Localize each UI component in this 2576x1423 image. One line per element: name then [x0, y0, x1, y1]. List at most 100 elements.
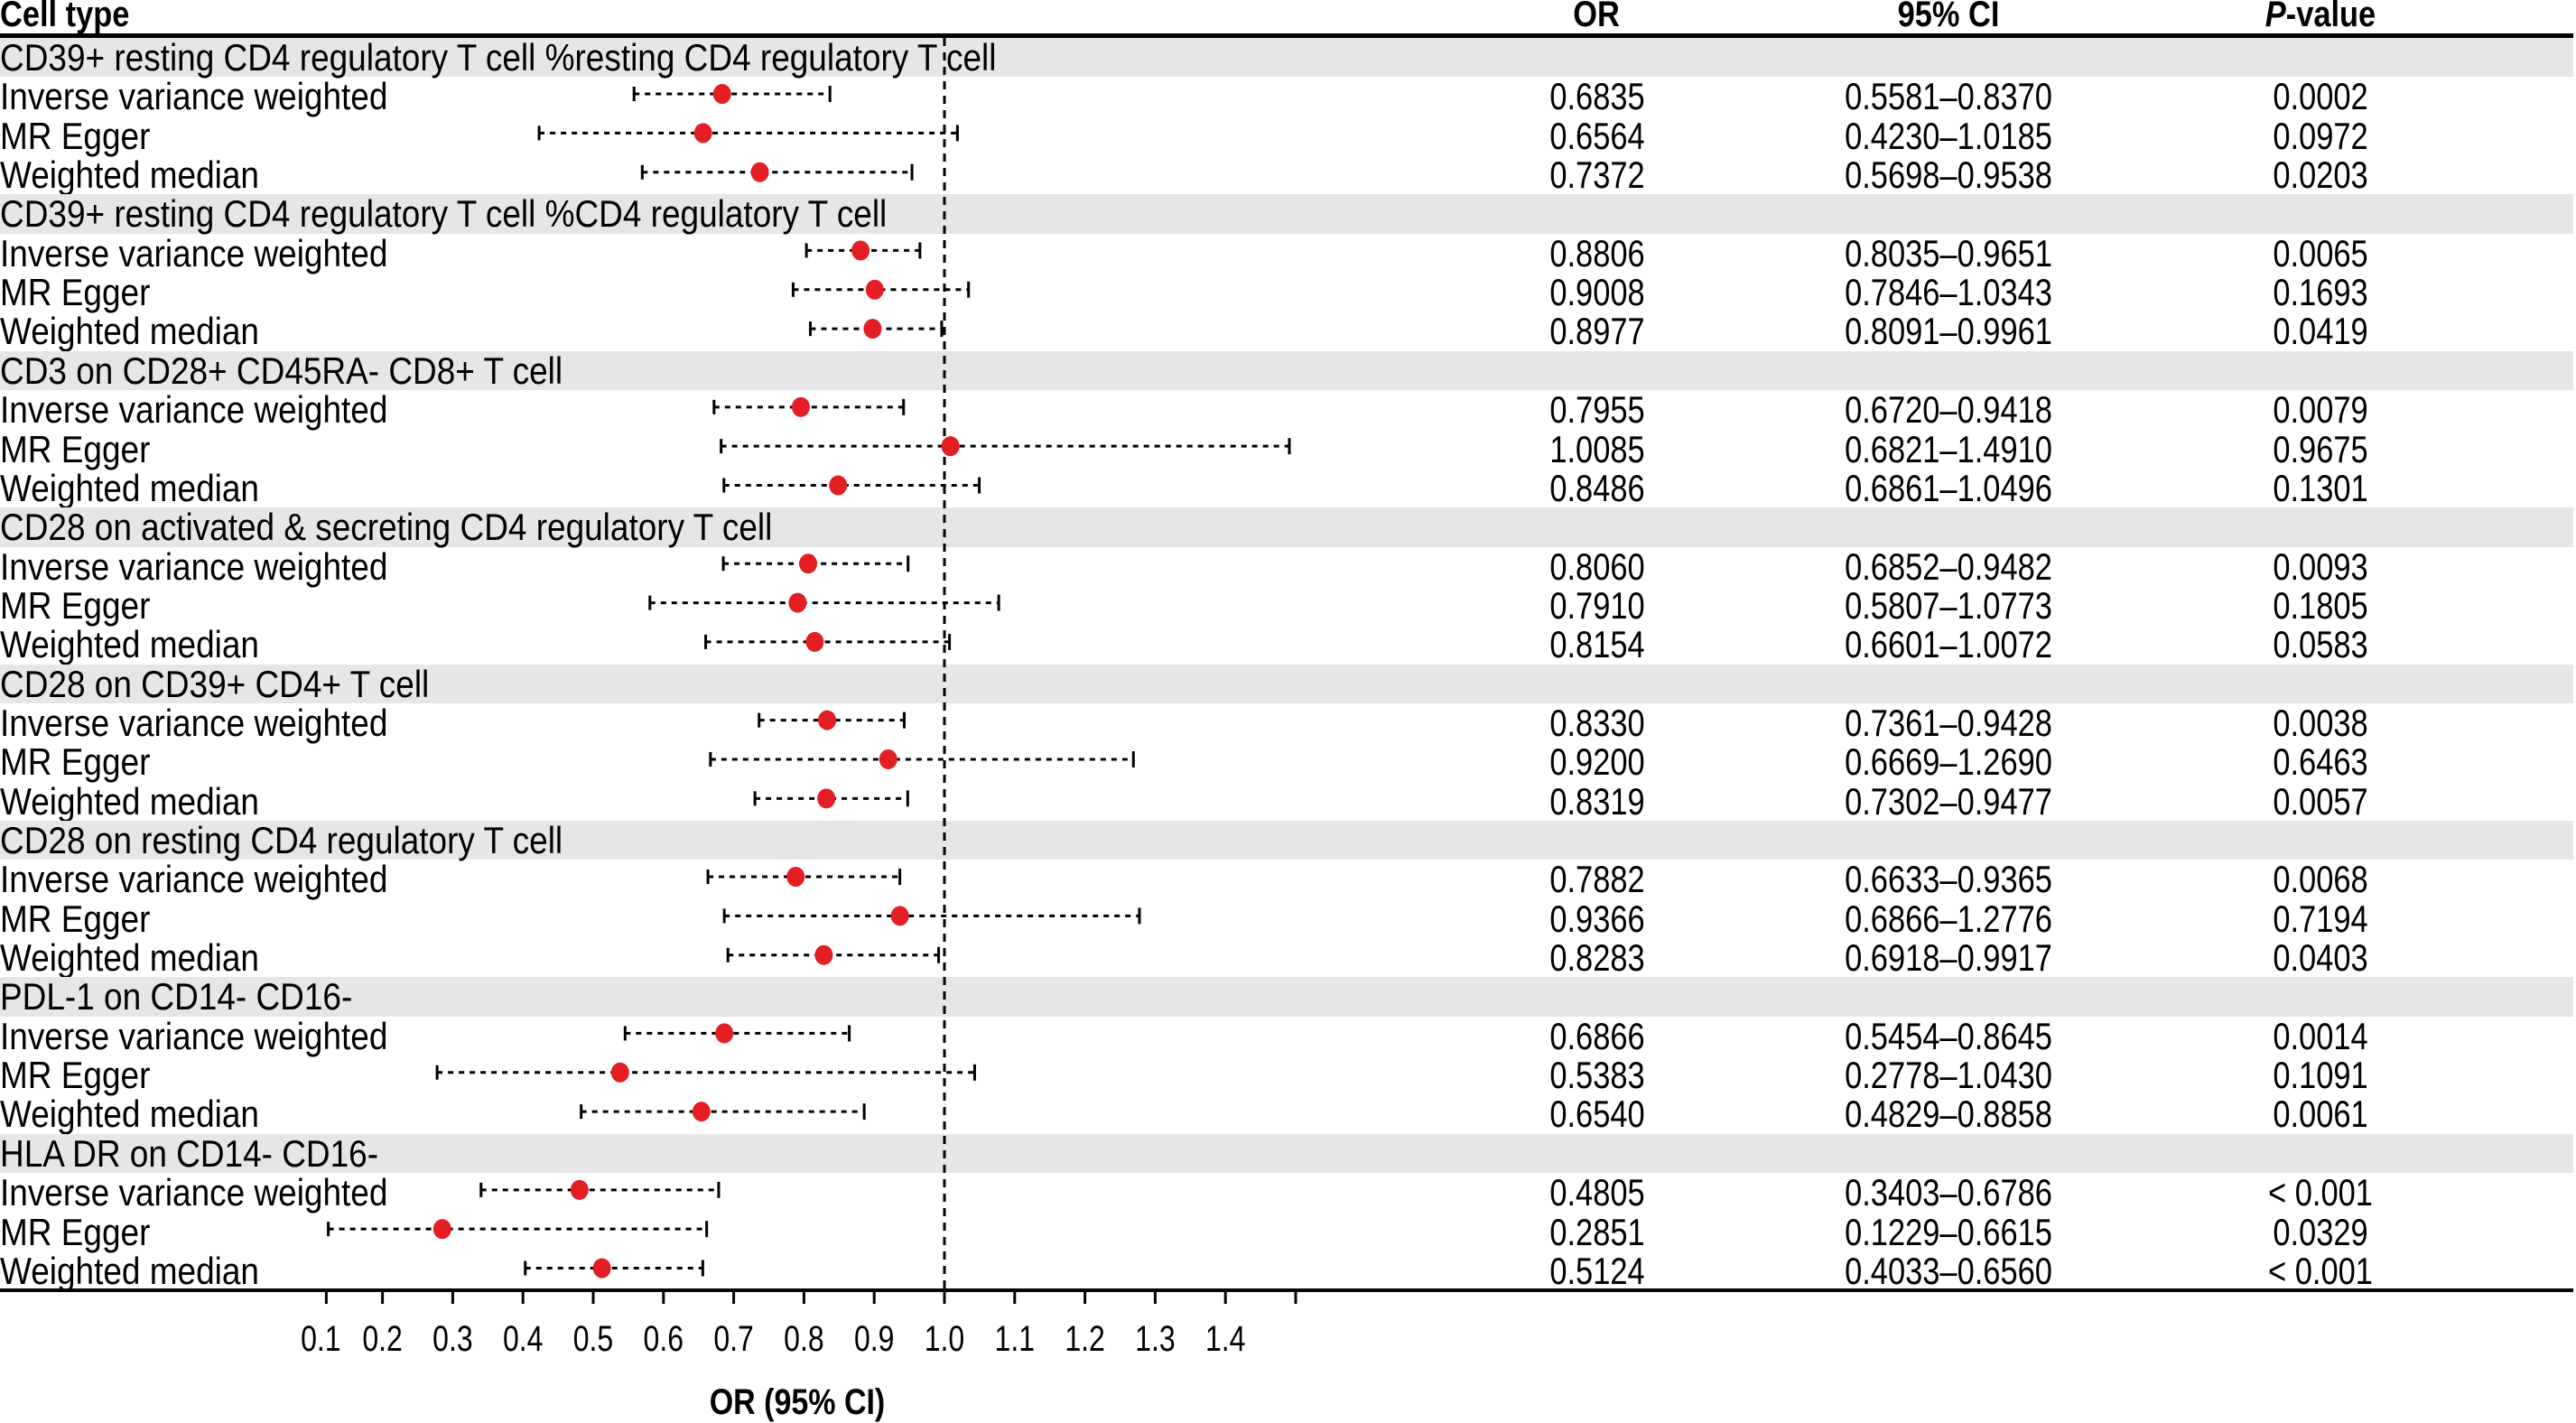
tick-label: 0.2	[362, 1318, 402, 1359]
or-value: 0.8486	[1549, 466, 1645, 509]
header-p-italic: P	[2264, 0, 2286, 34]
or-value: 1.0085	[1549, 427, 1645, 470]
method-label: MR Egger	[0, 1054, 151, 1097]
method-label: Inverse variance weighted	[0, 75, 388, 118]
p-value: 0.0329	[2273, 1210, 2368, 1253]
p-value: 0.1805	[2273, 583, 2368, 627]
header-p-value: P-value	[2243, 0, 2398, 33]
group-band	[0, 977, 2573, 1017]
or-point	[786, 867, 805, 888]
p-value: 0.0068	[2273, 858, 2368, 901]
group-band	[0, 350, 2573, 391]
group-label: PDL-1 on CD14- CD16-	[0, 975, 353, 1018]
or-point	[829, 475, 848, 496]
or-value: 0.8977	[1549, 310, 1645, 353]
or-point	[592, 1258, 611, 1279]
ci-value: 0.1229–0.6615	[1845, 1210, 2052, 1253]
tick-label: 1.2	[1065, 1318, 1104, 1359]
group-band	[0, 194, 2573, 234]
ci-row-mark	[753, 788, 909, 809]
or-value: 0.9200	[1549, 740, 1645, 784]
x-axis-title: OR (95% CI)	[710, 1381, 886, 1421]
or-point	[851, 240, 870, 261]
ci-value: 0.4033–0.6560	[1845, 1249, 2052, 1292]
group-band	[0, 664, 2573, 703]
method-label: Weighted median	[0, 153, 259, 197]
ci-row-mark	[524, 1258, 704, 1279]
tick-label: 1.4	[1205, 1318, 1245, 1359]
ci-value: 0.4230–1.0185	[1845, 114, 2052, 157]
method-label: Inverse variance weighted	[0, 858, 388, 901]
ci-value: 0.6601–1.0072	[1845, 623, 2052, 666]
or-point	[890, 906, 909, 926]
axis-rule	[0, 1288, 2573, 1292]
group-label: CD28 on resting CD4 regulatory T cell	[0, 819, 563, 861]
or-value: 0.5124	[1549, 1249, 1645, 1292]
or-point	[693, 123, 712, 144]
tick-label: 1.1	[995, 1318, 1035, 1359]
method-label: MR Egger	[0, 427, 151, 470]
ci-value: 0.6669–1.2690	[1845, 740, 2052, 784]
method-label: Inverse variance weighted	[0, 544, 388, 588]
method-label: Weighted median	[0, 623, 259, 666]
tick-label: 0.8	[784, 1318, 823, 1359]
tick-label: 0.4	[503, 1318, 543, 1359]
or-point	[817, 788, 836, 809]
ci-row-mark	[623, 1023, 851, 1044]
or-value: 0.9008	[1549, 271, 1645, 314]
group-label: HLA DR on CD14- CD16-	[0, 1131, 379, 1175]
ci-row-mark	[758, 710, 906, 730]
header-rule	[0, 33, 2573, 38]
ci-row-mark	[804, 240, 922, 261]
ci-value: 0.3403–0.6786	[1845, 1171, 2052, 1214]
p-value: 0.0038	[2273, 701, 2368, 744]
ci-value: 0.8091–0.9961	[1845, 310, 2052, 353]
p-value: < 0.001	[2268, 1249, 2373, 1292]
or-value: 0.2851	[1549, 1210, 1645, 1253]
p-value: 0.1301	[2273, 466, 2368, 509]
or-value: 0.7372	[1549, 153, 1645, 197]
method-label: Inverse variance weighted	[0, 1014, 388, 1057]
ci-value: 0.5454–0.8645	[1845, 1014, 2052, 1057]
or-point	[610, 1062, 629, 1083]
method-label: Weighted median	[0, 1093, 259, 1136]
or-value: 0.8806	[1549, 231, 1645, 274]
p-value: 0.0079	[2273, 388, 2368, 432]
or-value: 0.6540	[1549, 1093, 1645, 1136]
or-value: 0.6835	[1549, 75, 1645, 118]
or-point	[863, 319, 882, 339]
or-point	[879, 749, 897, 769]
ci-row-mark	[712, 396, 906, 417]
p-value: 0.9675	[2273, 427, 2368, 470]
group-label: CD28 on activated & secreting CD4 regula…	[0, 506, 773, 549]
ci-row-mark	[726, 944, 941, 965]
group-label: CD28 on CD39+ CD4+ T cell	[0, 662, 430, 705]
ci-value: 0.4829–0.8858	[1845, 1093, 2052, 1136]
method-label: Inverse variance weighted	[0, 701, 388, 744]
or-value: 0.8060	[1549, 544, 1645, 588]
method-label: Weighted median	[0, 779, 259, 823]
ci-value: 0.2778–1.0430	[1845, 1054, 2052, 1097]
method-label: Inverse variance weighted	[0, 231, 388, 274]
ci-row-mark	[709, 749, 1135, 769]
ci-row-mark	[791, 279, 971, 300]
or-value: 0.8330	[1549, 701, 1645, 744]
header-95-ci: 95% CI	[1897, 0, 2000, 34]
method-label: Inverse variance weighted	[0, 388, 388, 432]
ci-row-mark	[720, 436, 1291, 457]
p-value: 0.0093	[2273, 544, 2368, 588]
method-label: MR Egger	[0, 271, 151, 314]
tick-label: 0.1	[301, 1318, 340, 1359]
tick-label: 0.3	[432, 1318, 472, 1359]
ci-value: 0.5698–0.9538	[1845, 153, 2052, 197]
ci-row-mark	[722, 906, 1141, 926]
method-label: Weighted median	[0, 466, 259, 509]
p-value: 0.7194	[2273, 897, 2368, 940]
ci-value: 0.8035–0.9651	[1845, 231, 2052, 274]
tick-label: 1.0	[925, 1318, 964, 1359]
method-label: Weighted median	[0, 1249, 259, 1292]
p-value: < 0.001	[2268, 1171, 2373, 1214]
tick-label: 0.9	[854, 1318, 894, 1359]
ci-row-mark	[537, 123, 959, 144]
